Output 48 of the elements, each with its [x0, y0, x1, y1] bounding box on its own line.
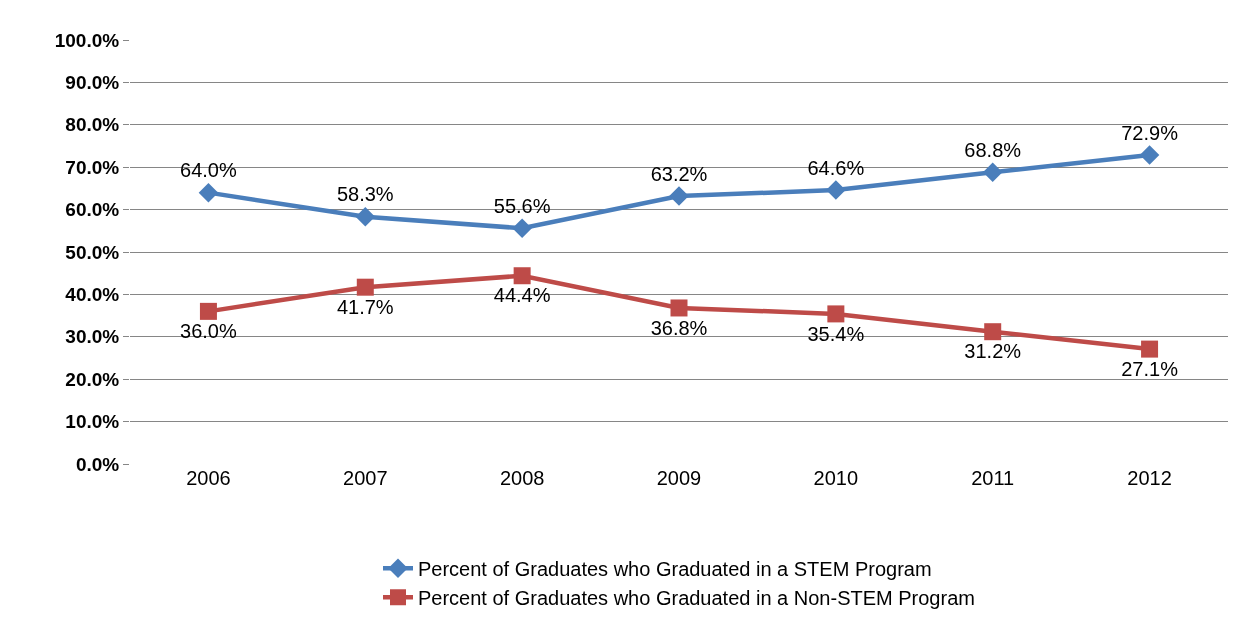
point: [512, 218, 532, 239]
point: [982, 162, 1003, 183]
point: [1139, 145, 1160, 165]
data-label: 27.1%: [1121, 357, 1179, 380]
data-label: 36.0%: [180, 319, 237, 342]
legend-label: Percent of Graduates who Graduated in a STEM Program: [418, 558, 932, 581]
y-tick-label: 40.0%: [65, 284, 120, 306]
point: [984, 323, 1002, 341]
point: [356, 278, 374, 296]
y-tick-label: 50.0%: [65, 241, 120, 263]
point: [198, 182, 219, 203]
data-label: 36.8%: [650, 316, 708, 339]
y-tick-label: 30.0%: [65, 326, 120, 348]
x-tick-label: 2008: [499, 467, 545, 489]
y-tick-label: 100.0%: [54, 29, 120, 51]
x-tick-label: 2012: [1127, 467, 1172, 489]
data-label: 64.0%: [180, 159, 237, 182]
data-label: 31.2%: [964, 340, 1022, 363]
y-tick-label: 20.0%: [65, 368, 120, 390]
x-tick-label: 2007: [343, 467, 388, 489]
y-tick-label: 60.0%: [65, 199, 120, 221]
point: [1141, 340, 1159, 358]
data-label: 41.7%: [336, 295, 394, 318]
data-label: 44.4%: [493, 284, 551, 307]
point: [670, 299, 688, 317]
point: [355, 207, 376, 227]
data-label: 55.6%: [493, 194, 551, 217]
y-tick-label: 10.0%: [65, 411, 120, 433]
point: [826, 180, 846, 200]
data-label: 68.8%: [964, 138, 1022, 161]
data-label: 64.6%: [807, 156, 865, 179]
data-label: 63.2%: [650, 162, 708, 185]
data-label: 72.9%: [1121, 121, 1179, 144]
point: [199, 302, 217, 320]
y-tick-label: 80.0%: [65, 114, 120, 136]
data-label: 58.3%: [336, 183, 394, 206]
y-tick-label: 90.0%: [65, 72, 120, 94]
x-tick-label: 2011: [971, 467, 1015, 489]
y-tick-label: 0.0%: [75, 453, 120, 475]
point: [513, 267, 531, 285]
x-tick-label: 2010: [813, 467, 859, 489]
x-tick-label: 2009: [656, 467, 702, 489]
point: [827, 305, 845, 323]
x-tick-label: 2006: [186, 467, 231, 489]
legend-label: Percent of Graduates who Graduated in a Non-STEM Program: [418, 587, 975, 610]
y-tick-label: 70.0%: [65, 156, 120, 178]
point: [669, 186, 689, 206]
data-label: 35.4%: [807, 322, 865, 345]
